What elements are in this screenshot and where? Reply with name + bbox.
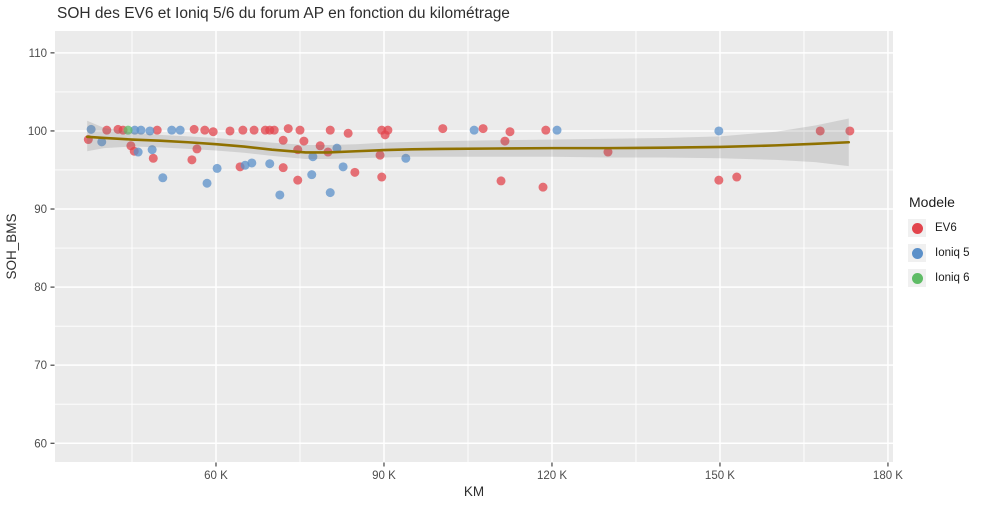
legend-key	[908, 244, 926, 262]
legend-title: Modele	[909, 194, 955, 210]
svg-text:150 K: 150 K	[705, 470, 735, 482]
legend-item-ev6: EV6	[908, 219, 970, 237]
legend: Modele EV6 Ioniq 5 Ioniq 6	[908, 194, 970, 294]
svg-text:90 K: 90 K	[372, 470, 396, 482]
legend-key	[908, 219, 926, 237]
svg-text:60: 60	[34, 438, 47, 450]
svg-text:KM: KM	[464, 484, 484, 499]
svg-text:100: 100	[28, 126, 47, 138]
svg-text:SOH_BMS: SOH_BMS	[4, 213, 19, 279]
legend-item-ioniq6: Ioniq 6	[908, 269, 970, 287]
legend-item-ioniq5: Ioniq 5	[908, 244, 970, 262]
ev6-point-icon	[911, 222, 923, 234]
svg-text:60 K: 60 K	[204, 470, 228, 482]
svg-text:180 K: 180 K	[873, 470, 903, 482]
svg-text:120 K: 120 K	[537, 470, 567, 482]
svg-text:70: 70	[34, 360, 47, 372]
legend-label-ev6: EV6	[935, 222, 957, 234]
chart-title: SOH des EV6 et Ioniq 5/6 du forum AP en …	[57, 5, 510, 22]
legend-label-ioniq5: Ioniq 5	[935, 247, 970, 259]
ioniq6-point-icon	[911, 272, 923, 284]
svg-text:80: 80	[34, 282, 47, 294]
svg-text:110: 110	[29, 48, 47, 60]
ioniq5-point-icon	[911, 247, 923, 259]
legend-key	[908, 269, 926, 287]
svg-text:90: 90	[34, 204, 47, 216]
legend-label-ioniq6: Ioniq 6	[935, 272, 970, 284]
